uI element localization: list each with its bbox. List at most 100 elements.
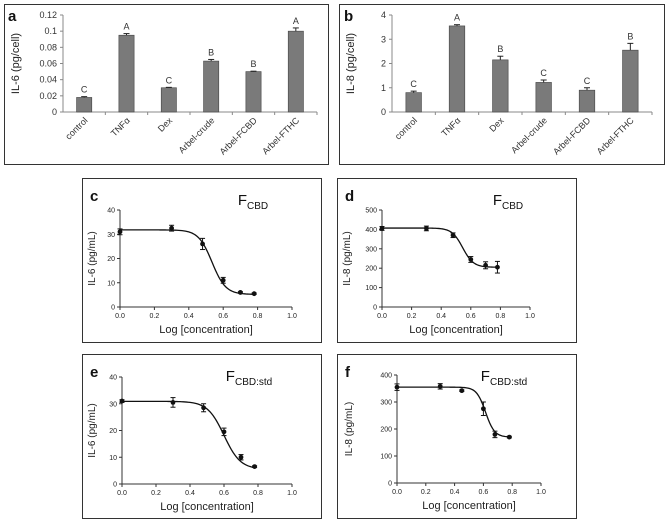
f-x-tick-label: 0.0 (392, 489, 402, 496)
a-y-tick-label: 0.12 (39, 10, 57, 20)
c-data-point (220, 277, 226, 283)
d-data-point (495, 264, 500, 270)
panel-label-a: a (8, 8, 17, 25)
f-y-tick-label: 400 (380, 373, 392, 380)
c-y-tick-label: 10 (107, 280, 115, 287)
c-x-axis-label: Log [concentration] (159, 324, 253, 336)
a-category-label: Arbel-FCBD (218, 115, 260, 157)
b-significance-letter: C (540, 68, 547, 78)
e-x-tick-label: 0.8 (253, 490, 263, 497)
b-y-tick-label: 3 (381, 34, 386, 44)
panel-label-f: f (345, 364, 350, 381)
b-bar (535, 82, 552, 113)
panel-c-il6-curve: 0 10 20 30 40 0.0 0.2 0.4 0.6 0.8 1.0 IL-6 (pg/mL) L… (82, 178, 322, 343)
panel-label-e: e (90, 364, 99, 381)
b-significance-letter: B (627, 31, 633, 41)
d-data-point (379, 226, 385, 231)
b-bar (405, 92, 422, 113)
c-x-tick-label: 0.2 (150, 313, 160, 320)
f-x-axis-label: Log [concentration] (422, 500, 516, 512)
c-y-axis-label: IL-6 (pg/mL) (87, 231, 98, 285)
c-data-point (200, 241, 205, 247)
e-fit-curve (122, 400, 255, 469)
a-bar (245, 71, 262, 113)
f-fit-curve (397, 386, 510, 438)
b-significance-letter: C (584, 76, 591, 86)
c-x-tick-label: 0.4 (184, 313, 194, 320)
panel-e-il6-curve: 0 10 20 30 40 0.0 0.2 0.4 0.6 0.8 1.0 IL-6 (pg/mL) L… (82, 354, 322, 519)
chart-e: 0 10 20 30 40 0.0 0.2 0.4 0.6 0.8 1.0 IL-6 (pg/mL) L… (87, 368, 297, 513)
e-data-point (119, 398, 125, 404)
e-data-point (221, 429, 227, 435)
panel-label-b: b (344, 8, 354, 25)
d-y-tick-label: 200 (365, 266, 377, 273)
e-y-axis-label: IL-6 (pg/mL) (87, 403, 98, 457)
c-x-tick-label: 0.8 (253, 313, 263, 320)
d-y-tick-label: 400 (365, 227, 377, 234)
c-data-point (251, 291, 257, 297)
e-title-subscript: CBD:std (235, 377, 272, 388)
b-category-label: Arbel-FCBD (551, 115, 593, 157)
f-data-point (394, 384, 400, 390)
f-data-point (437, 383, 443, 389)
e-chart-title: FCBD:std (226, 368, 272, 388)
e-x-tick-label: 0.6 (219, 490, 229, 497)
a-bar (203, 60, 220, 113)
a-y-tick-label: 0.04 (39, 75, 57, 85)
d-y-tick-label: 500 (365, 208, 377, 215)
c-x-tick-label: 1.0 (287, 313, 297, 320)
e-x-axis-label: Log [concentration] (160, 501, 254, 513)
e-data-point (238, 454, 244, 460)
e-data-point (252, 464, 257, 470)
d-y-tick-label: 0 (373, 305, 377, 312)
b-y-tick-label: 1 (381, 83, 386, 93)
b-category-label: control (393, 115, 419, 141)
e-y-tick-label: 40 (109, 375, 117, 382)
d-x-tick-label: 0.6 (466, 313, 476, 320)
a-y-axis-label: IL-6 (pg/cell) (10, 33, 22, 94)
panel-d-il8-curve: 0 100 200 300 400 500 0.0 0.2 0.4 0.6 0.8 1.0 IL-8 (… (337, 178, 577, 343)
e-x-tick-label: 0.2 (151, 490, 161, 497)
e-y-tick-label: 20 (109, 428, 117, 435)
e-y-tick-label: 30 (109, 401, 117, 408)
f-x-tick-label: 1.0 (536, 489, 546, 496)
a-significance-letter: A (123, 22, 129, 32)
a-category-label: Dex (156, 115, 175, 134)
f-x-tick-label: 0.6 (479, 489, 489, 496)
a-significance-letter: C (81, 85, 88, 95)
c-y-tick-label: 30 (107, 232, 115, 239)
e-y-tick-label: 10 (109, 455, 117, 462)
e-data-point (170, 400, 176, 405)
panel-f-il8-curve: 0 100 200 300 400 0.0 0.2 0.4 0.6 0.8 1.0 IL-8 (pg/… (337, 354, 577, 519)
chart-d: 0 100 200 300 400 500 0.0 0.2 0.4 0.6 0.8 1.0 IL-8 (… (342, 192, 535, 336)
f-title-subscript: CBD:std (490, 377, 527, 388)
f-y-tick-label: 300 (380, 400, 392, 407)
a-significance-letter: A (293, 16, 299, 26)
a-bar (287, 30, 304, 113)
b-category-label: TNFα (439, 115, 462, 138)
a-bar (118, 34, 135, 113)
f-title-main: F (481, 368, 490, 385)
b-significance-letter: A (454, 13, 460, 23)
d-x-tick-label: 1.0 (525, 313, 535, 320)
d-y-tick-label: 300 (365, 246, 377, 253)
e-x-tick-label: 1.0 (287, 490, 297, 497)
b-y-tick-label: 4 (381, 10, 386, 20)
a-y-tick-label: 0.1 (44, 26, 57, 36)
c-title-subscript: CBD (247, 201, 268, 212)
a-category-label: Arbel-crude (177, 115, 217, 155)
f-data-point (492, 432, 498, 437)
chart-f: 0 100 200 300 400 0.0 0.2 0.4 0.6 0.8 1.0 IL-8 (pg/… (344, 368, 546, 512)
b-category-label: Arbel-crude (509, 115, 549, 155)
b-bar (492, 59, 509, 113)
b-bar (578, 89, 596, 113)
b-category-label: Arbel-FTHC (595, 115, 636, 156)
c-chart-title: FCBD (238, 192, 268, 212)
d-data-point (424, 226, 429, 231)
e-y-tick-label: 0 (113, 482, 117, 489)
c-data-point (169, 225, 174, 231)
